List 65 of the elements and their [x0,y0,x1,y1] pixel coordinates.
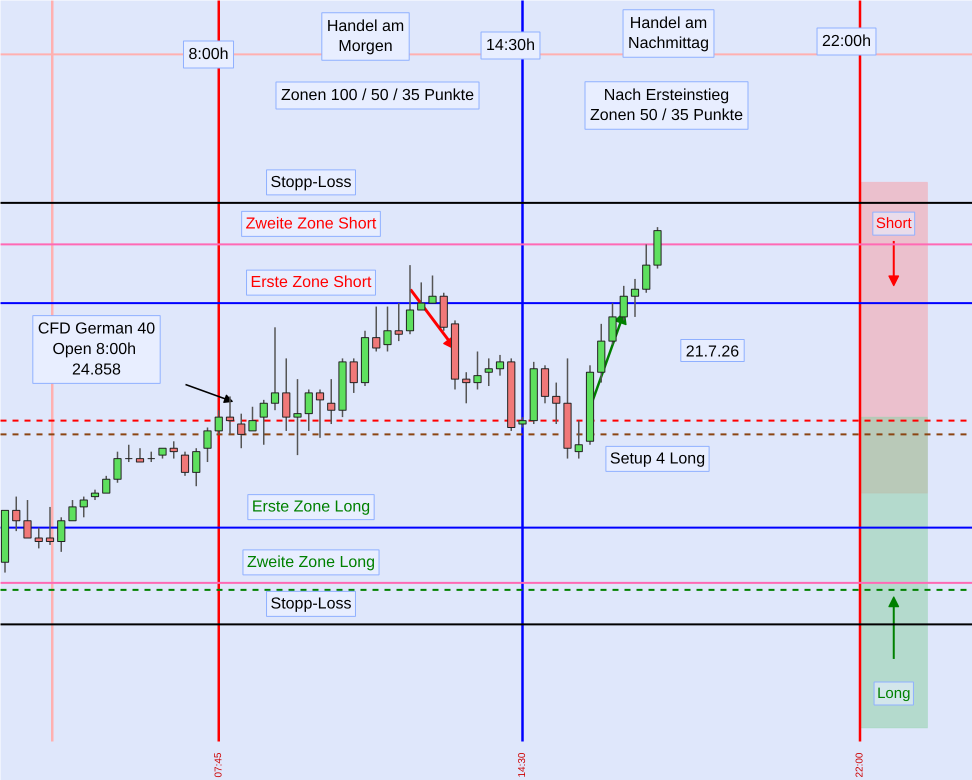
candlestick [192,447,200,487]
candlestick [484,358,493,387]
candlestick [270,326,280,411]
text: Nach Ersteinstieg Zonen 50 / 35 Punkte [590,86,744,124]
ref-line-label: Stopp-Loss [270,174,352,191]
candlestick [124,444,133,463]
text: 8:00h [188,46,229,63]
text: Handel am Morgen [326,18,404,56]
candlestick [350,358,358,394]
ref-line-label: Zweite Zone Long [246,554,376,571]
candlestick [316,388,324,439]
candlestick [46,506,54,546]
text: Handel am Nachmittag [628,14,709,52]
candlestick [630,278,640,318]
candlestick [394,302,403,342]
candlestick [226,396,234,436]
text: Zonen 100 / 50 / 35 Punkte [280,87,474,104]
candlestick [237,412,246,449]
band-label: Long [877,684,910,702]
annotation: 21.7.26 [686,344,740,360]
ref-line-label: Erste Zone Short [250,274,372,292]
candlestick [136,447,144,463]
text: 22:00h [822,33,871,50]
ref-line-label: Setup 4 Long [610,450,706,468]
candlestick [203,426,212,463]
candlestick [23,499,32,539]
candlestick [57,516,66,553]
candlestick [147,450,156,463]
candlestick [12,496,20,532]
x-tick-label: 22:00 [854,752,866,778]
candlestick [304,388,313,432]
ref-line-label: Zweite Zone Short [246,215,377,232]
band-label: Short [876,215,913,232]
candlestick [260,399,268,446]
candlestick [518,416,527,428]
candlestick [473,350,482,390]
ref-line-label: Stopp-Loss [270,595,352,612]
candlestick [574,420,583,460]
candlestick [214,409,223,436]
candlestick [248,406,257,432]
x-tick-label: 07:45 [213,752,224,778]
candlestick [620,285,628,322]
candlestick [80,496,88,518]
candlestick [90,488,100,501]
ref-line-label: Erste Zone Long [252,498,370,516]
candlestick [170,440,178,460]
candlestick [428,274,437,304]
text: 14:30h [486,37,535,54]
candlestick [113,450,122,484]
candlestick [293,378,302,456]
candlestick [383,306,392,352]
candlestick [417,282,426,311]
candlestick [68,499,77,522]
candlestick [372,306,380,352]
x-tick-label: 14:30 [517,752,528,778]
candlestick [180,450,190,477]
annotation: CFD German 40 Open 8:00h 24.858 [38,320,156,378]
candlestick [462,371,470,404]
candlestick [34,526,43,550]
candlestick [406,264,414,335]
candlestick [102,475,110,494]
candlestick [552,382,560,425]
candlestick [496,354,504,376]
candlestick [158,447,167,460]
candlestick [327,378,336,425]
